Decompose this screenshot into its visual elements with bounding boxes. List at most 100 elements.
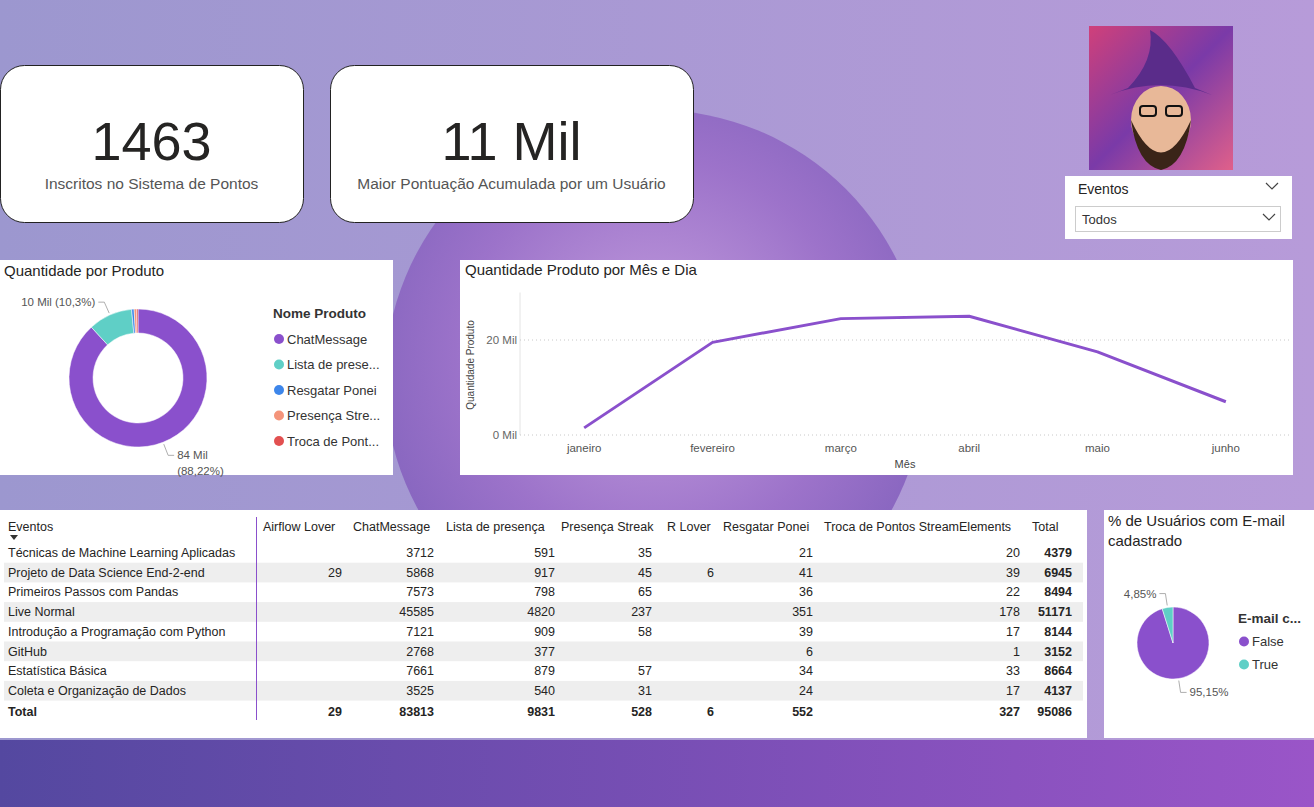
data-label: 95,15% [1190,686,1229,698]
slice [91,309,133,345]
legend-swatch [274,360,284,370]
chevron [1266,183,1278,189]
cell: 31 [638,684,652,698]
legend-entry: ChatMessage [287,332,367,347]
column-header: Airflow Lover [263,520,335,534]
slices [1137,607,1209,679]
tick-label: janeiro [566,442,602,454]
legend-entry: Resgatar Ponei [287,383,377,398]
slices [69,309,207,447]
avatar-beard [1131,120,1191,170]
title-line: Quantidade por Produto [4,262,164,279]
cell: 6 [707,705,714,719]
cell: 58 [638,625,652,639]
card-box [331,66,694,223]
panel [1104,510,1314,738]
data-line [584,316,1226,428]
cell: 4820 [527,605,555,619]
cell: 5868 [406,566,434,580]
row-label: GitHub [8,645,47,659]
grid-line [520,340,1290,341]
card-label: Maior Pontuação Acumulada por um Usuário [357,175,665,192]
column-header: Resgatar Ponei [723,520,809,534]
tick-label: 0 Mil [493,429,517,441]
card-box [1,66,304,223]
column-header: ChatMessage [353,520,430,534]
cell: 65 [638,585,652,599]
slice [1162,607,1173,643]
cell: 17 [1006,625,1020,639]
title-line: cadastrado [1108,532,1182,549]
line-chart: Quantidade Produto por Mês e Dia0 Mil20 … [460,260,1293,475]
leader-line [164,444,174,455]
slicer-dropdown[interactable] [1076,207,1281,232]
cell: 2768 [406,645,434,659]
label-line: (88,22%) [177,465,224,477]
cell: 34 [799,664,813,678]
cell: 36 [799,585,813,599]
kpi-card: 11 MilMaior Pontuação Acumulada por um U… [331,66,694,223]
slice [1137,607,1209,679]
legend-entry: Lista de prese... [287,357,380,372]
cell: 178 [999,605,1020,619]
cell: 33 [1006,664,1020,678]
slice [134,309,137,333]
data-label: 4,85% [1124,588,1157,600]
chart-title: Quantidade Produto por Mês e Dia [465,261,697,278]
chart-title: Quantidade por Produto [4,262,164,279]
cell: 8144 [1044,625,1072,639]
cell: 8664 [1044,664,1072,678]
column-header: Presença Streak [561,520,654,534]
column-header: Eventos [8,520,53,534]
cell: 3712 [406,546,434,560]
row-label: Introdução a Programação com Python [8,625,226,639]
cell: 22 [1006,585,1020,599]
cell: 351 [792,605,813,619]
cell: 41 [799,566,813,580]
data-label: 84 Mil (88,22%) [177,449,224,477]
cell: 552 [792,705,813,719]
row-band [4,681,1083,701]
cell: 591 [534,546,555,560]
legend-title: Nome Produto [273,306,366,321]
avatar [1089,26,1233,170]
cell: 57 [638,664,652,678]
row-band [4,563,1083,583]
table: Eventos Airflow Lover ChatMessage Lista de … [0,510,1087,738]
legend-swatch [274,411,284,421]
legend-swatch [1239,660,1249,670]
cell: 879 [534,664,555,678]
cell: 29 [328,566,342,580]
label-line: 84 Mil [177,449,208,461]
axis-title: Mês [895,458,916,470]
bottom-band [0,740,1314,807]
cell: 1 [1013,645,1020,659]
legend-entry: Presença Stre... [287,408,380,423]
cell: 7121 [406,625,434,639]
panel [0,510,1087,738]
title-line: % de Usuários com E-mail [1108,512,1285,529]
cell: 327 [999,705,1020,719]
cell: 17 [1006,684,1020,698]
slicer-title: Eventos [1078,181,1129,197]
data-label: 10 Mil (10,3%) [21,296,95,308]
row-label: Projeto de Data Science End-2-end [8,566,205,580]
cell: 377 [534,645,555,659]
legend-entry: Troca de Pont... [287,434,379,449]
slicer-value: Todos [1082,212,1117,227]
pie-chart: % de Usuários com E-mail cadastrado 95,15%… [1104,510,1314,738]
grid-line [520,435,1290,436]
cell: 45585 [399,605,434,619]
row-label: Coleta e Organização de Dados [8,684,186,698]
cell: 20 [1006,546,1020,560]
cell: 24 [799,684,813,698]
tick-label: maio [1085,442,1110,454]
donut-chart: Quantidade por Produto 84 Mil (88,22%) 10 M… [0,260,393,477]
slicer: Eventos Todos [1065,176,1292,239]
axis-title: Quantidade Produto [465,320,476,410]
cell: 237 [631,605,652,619]
cell: 6 [707,566,714,580]
cell: 39 [799,625,813,639]
column-header: Lista de presença [446,520,545,534]
y-axis-line [520,293,521,436]
